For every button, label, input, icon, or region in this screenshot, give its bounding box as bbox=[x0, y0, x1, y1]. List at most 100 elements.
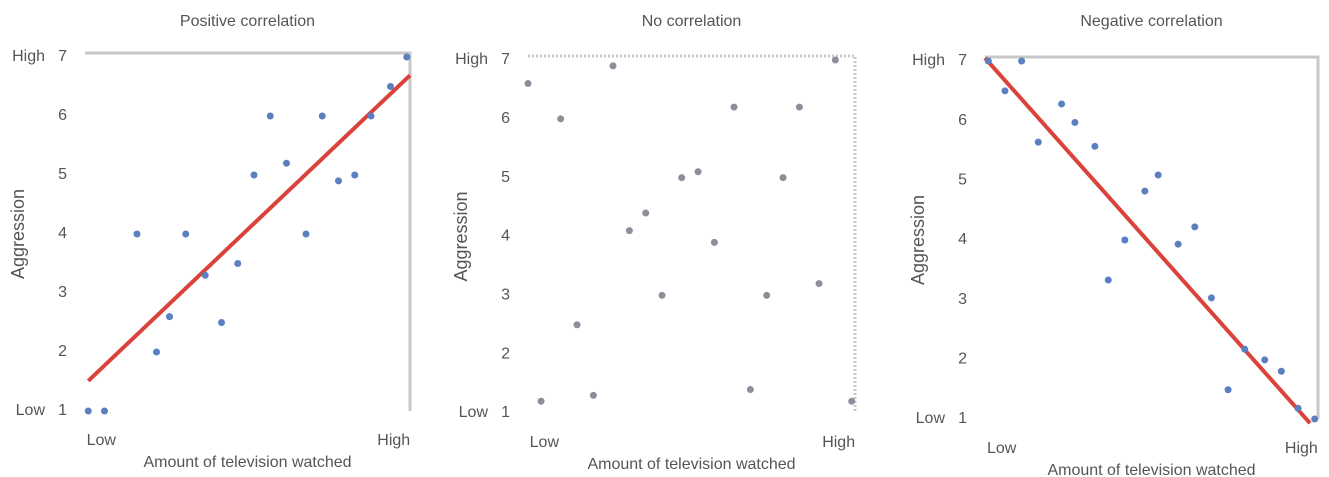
y-tick-label: 2 bbox=[958, 351, 967, 368]
x-tick-label: Low bbox=[987, 440, 1017, 457]
y-axis-label: Aggression bbox=[908, 195, 928, 285]
point bbox=[795, 103, 803, 111]
y-tick-label: 1 bbox=[501, 404, 510, 421]
plot-frame bbox=[528, 54, 857, 413]
y-tick-label: 6 bbox=[58, 107, 67, 124]
x-tick-label: High bbox=[1285, 440, 1318, 457]
x-tick-label: Low bbox=[87, 432, 117, 449]
point bbox=[1071, 118, 1079, 126]
point bbox=[779, 174, 787, 182]
point bbox=[133, 230, 141, 238]
y-tick-label: 3 bbox=[58, 284, 67, 301]
point bbox=[266, 112, 274, 120]
y-tick-label: 2 bbox=[501, 345, 510, 362]
point bbox=[589, 391, 597, 399]
plot-frame bbox=[985, 55, 1320, 419]
x-axis-label: Amount of television watched bbox=[1047, 462, 1255, 477]
point bbox=[1294, 404, 1302, 412]
y-tick-label: 6 bbox=[501, 110, 510, 127]
y-end-label: High bbox=[12, 48, 45, 65]
chart-title: Positive correlation bbox=[180, 13, 315, 30]
y-tick-label: 3 bbox=[501, 287, 510, 304]
point bbox=[182, 230, 190, 238]
point bbox=[1311, 415, 1319, 423]
y-tick-label: 5 bbox=[958, 172, 967, 189]
point bbox=[367, 112, 375, 120]
point bbox=[710, 238, 718, 246]
point bbox=[831, 56, 839, 64]
plot-frame bbox=[85, 51, 412, 411]
x-tick-label: High bbox=[822, 434, 855, 451]
point bbox=[234, 260, 242, 267]
x-tick-label: Low bbox=[530, 434, 560, 451]
point bbox=[746, 385, 754, 393]
y-tick-label: 6 bbox=[958, 112, 967, 129]
y-tick-label: 7 bbox=[958, 52, 967, 69]
point bbox=[557, 115, 565, 123]
point bbox=[101, 407, 108, 415]
point bbox=[1174, 240, 1182, 248]
point bbox=[1121, 236, 1129, 244]
point bbox=[153, 348, 160, 356]
y-end-label: High bbox=[455, 51, 488, 68]
point bbox=[84, 407, 92, 415]
trendline bbox=[983, 56, 1312, 425]
point bbox=[1058, 100, 1066, 108]
point bbox=[1277, 367, 1285, 375]
point bbox=[1104, 276, 1112, 284]
point bbox=[730, 103, 738, 111]
y-tick-label: 7 bbox=[501, 51, 510, 68]
point bbox=[1224, 386, 1232, 394]
point bbox=[609, 62, 617, 70]
point bbox=[1261, 356, 1269, 364]
point bbox=[537, 397, 545, 405]
y-tick-label: 1 bbox=[58, 402, 67, 419]
x-axis-label: Amount of television watched bbox=[587, 456, 795, 473]
point bbox=[1018, 57, 1026, 65]
y-tick-label: 3 bbox=[958, 291, 967, 308]
trendline bbox=[86, 73, 412, 383]
y-tick-label: 2 bbox=[58, 343, 67, 360]
point bbox=[1034, 138, 1042, 146]
point bbox=[1191, 223, 1199, 231]
point bbox=[302, 230, 310, 238]
point bbox=[763, 291, 771, 299]
point bbox=[642, 209, 650, 217]
y-tick-label: 1 bbox=[958, 410, 967, 427]
point bbox=[848, 397, 856, 405]
point bbox=[678, 174, 686, 182]
point bbox=[335, 177, 342, 185]
y-end-label: Low bbox=[16, 402, 46, 419]
point bbox=[283, 159, 290, 167]
point bbox=[218, 319, 225, 326]
point bbox=[318, 112, 326, 120]
point bbox=[984, 57, 992, 65]
x-tick-label: High bbox=[377, 432, 410, 449]
y-end-label: Low bbox=[916, 410, 946, 427]
point bbox=[1154, 171, 1162, 179]
y-axis-label: Aggression bbox=[8, 189, 28, 279]
point bbox=[250, 171, 258, 179]
point bbox=[1241, 345, 1249, 353]
point bbox=[1091, 142, 1099, 150]
point bbox=[1141, 187, 1149, 195]
chart-title: Negative correlation bbox=[1080, 13, 1222, 30]
y-end-label: Low bbox=[459, 404, 489, 421]
point bbox=[658, 291, 666, 299]
y-tick-label: 5 bbox=[501, 169, 510, 186]
point bbox=[694, 168, 702, 176]
y-tick-label: 4 bbox=[501, 228, 510, 245]
point bbox=[166, 313, 173, 321]
point bbox=[403, 53, 411, 61]
point bbox=[351, 171, 359, 179]
chart-title: No correlation bbox=[642, 13, 742, 30]
y-tick-label: 4 bbox=[958, 231, 967, 248]
point bbox=[1001, 87, 1009, 95]
point bbox=[625, 227, 633, 235]
y-tick-label: 7 bbox=[58, 48, 67, 65]
point bbox=[524, 80, 532, 88]
point bbox=[573, 321, 581, 329]
point bbox=[815, 280, 823, 288]
panel: No correlation Aggression Amount of televi… bbox=[451, 13, 857, 473]
